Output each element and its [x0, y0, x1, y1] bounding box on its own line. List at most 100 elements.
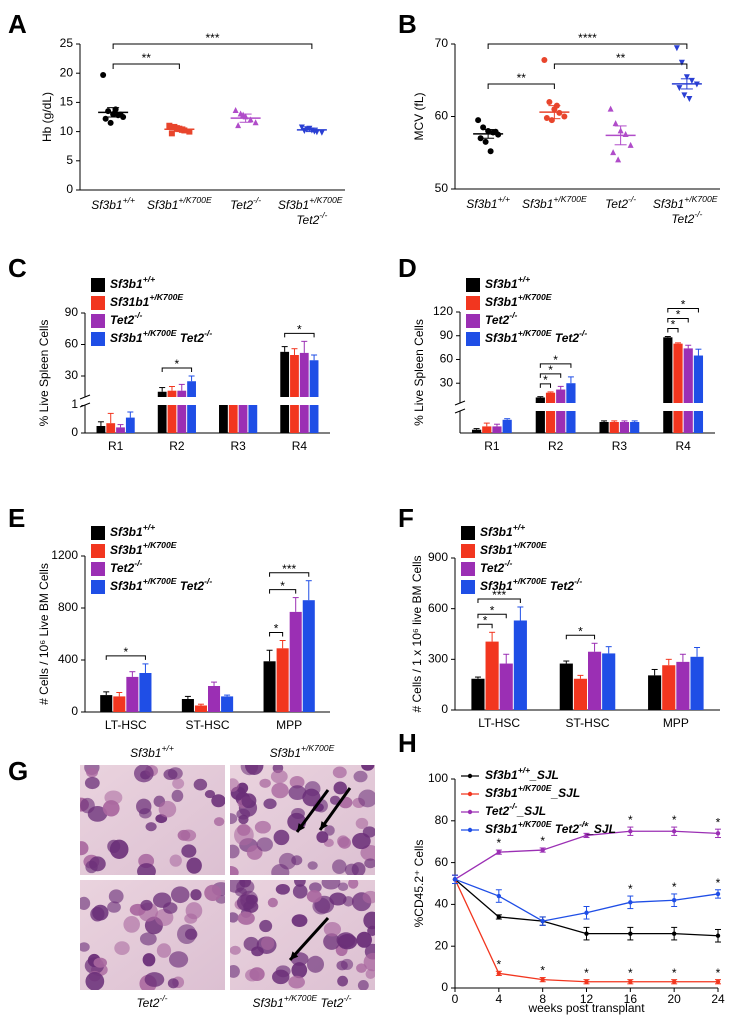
text-part: Sf3b1: [147, 198, 178, 212]
bar: [177, 390, 187, 433]
legend-swatch: [466, 332, 480, 346]
significance-label: *: [540, 964, 545, 978]
bar: [280, 351, 290, 433]
x-tick-label: ST-HSC: [185, 718, 229, 732]
cell: [168, 951, 189, 968]
data-point: [540, 847, 545, 853]
text-part: Tet2: [136, 996, 159, 1010]
y-tick-label: 15: [60, 95, 74, 109]
axis-break-mark: [79, 402, 91, 408]
bar: [588, 651, 602, 710]
data-point: [610, 149, 617, 156]
cell: [302, 788, 321, 807]
cell: [230, 880, 246, 893]
cell: [337, 975, 349, 987]
cell: [251, 946, 264, 957]
text-part: Sf3b1: [91, 198, 122, 212]
x-tick-label: Tet2-/-: [605, 194, 636, 211]
data-point: [452, 877, 458, 882]
significance-label: *: [676, 308, 681, 322]
cell: [291, 808, 305, 819]
data-point: [298, 124, 305, 131]
bar: [194, 705, 207, 712]
significance-label: *: [297, 323, 302, 337]
bar: [676, 661, 690, 710]
x-tick-label: R3: [612, 439, 628, 453]
y-axis-label: Hb (g/dL): [40, 92, 54, 142]
text-part: Sf3b1: [485, 768, 518, 782]
bar: [208, 686, 221, 712]
text-part: Sf3b1: [480, 543, 513, 557]
y-tick-label: 90: [440, 328, 454, 342]
significance-label: *: [584, 966, 589, 980]
cell: [329, 892, 347, 906]
bar: [290, 355, 299, 433]
significance-bracket: [565, 634, 596, 640]
panel-letter: E: [8, 503, 25, 533]
significance-label: *: [628, 813, 633, 827]
y-tick-label: 0: [66, 182, 73, 196]
text-part: -/-: [253, 195, 261, 205]
text-part: Tet2: [605, 197, 628, 211]
text-part: +/K700E: [553, 194, 587, 204]
legend-label: Sf3b1+/K700E: [485, 292, 552, 309]
x-tick-label: R4: [675, 439, 691, 453]
legend-swatch: [461, 580, 475, 594]
text-part: Tet2: [547, 579, 575, 593]
text-part: Tet2: [317, 996, 344, 1010]
cell: [139, 932, 157, 946]
data-point: [252, 119, 259, 126]
y-tick-label: 50: [435, 181, 449, 195]
cell: [254, 820, 271, 834]
cell: [256, 837, 273, 852]
legend-swatch: [91, 278, 105, 292]
cell: [324, 825, 335, 836]
significance-label: ****: [578, 31, 597, 45]
cell: [362, 890, 375, 904]
data-point: [496, 971, 502, 976]
y-tick-label: 120: [433, 304, 453, 318]
data-point: [686, 95, 693, 102]
y-tick-label: 70: [435, 36, 449, 50]
significance-bracket: [487, 83, 555, 89]
significance-bracket: [269, 589, 297, 594]
cell: [144, 972, 165, 987]
significance-label: *: [175, 357, 180, 371]
x-tick-label: 4: [495, 992, 502, 1006]
cell: [336, 932, 356, 948]
text-part: -/-: [579, 328, 587, 338]
data-point: [671, 979, 677, 984]
legend-label: Sf3b1+/+: [110, 274, 155, 291]
legend-marker: [467, 809, 473, 815]
text-part: -/-: [159, 993, 167, 1003]
micrograph: [80, 765, 225, 875]
significance-label: *: [483, 613, 488, 627]
y-axis-label: % Live Spleen Cells: [412, 319, 426, 426]
cell: [358, 789, 375, 808]
cell: [245, 969, 260, 982]
cell: [288, 785, 307, 801]
text-part: +/+: [161, 743, 173, 753]
text-part: Tet2: [177, 579, 205, 593]
cell: [307, 861, 318, 870]
text-part: +/+: [518, 274, 530, 284]
legend-swatch: [91, 296, 105, 310]
bar: [690, 656, 704, 710]
arrow-head: [297, 823, 305, 832]
significance-label: *: [123, 645, 128, 659]
cell: [213, 817, 225, 827]
bar: [513, 620, 527, 710]
cell: [230, 813, 238, 825]
x-tick-label: 24: [711, 992, 725, 1006]
cell: [204, 790, 216, 799]
cell: [353, 770, 368, 783]
y-tick-label: 100: [428, 771, 448, 785]
bar: [545, 392, 556, 433]
cell: [344, 863, 359, 875]
cell: [292, 884, 308, 899]
text-part: Sf3b1: [110, 277, 143, 291]
cell: [234, 824, 254, 846]
y-tick-label: 0: [71, 425, 78, 439]
cell: [364, 858, 375, 869]
